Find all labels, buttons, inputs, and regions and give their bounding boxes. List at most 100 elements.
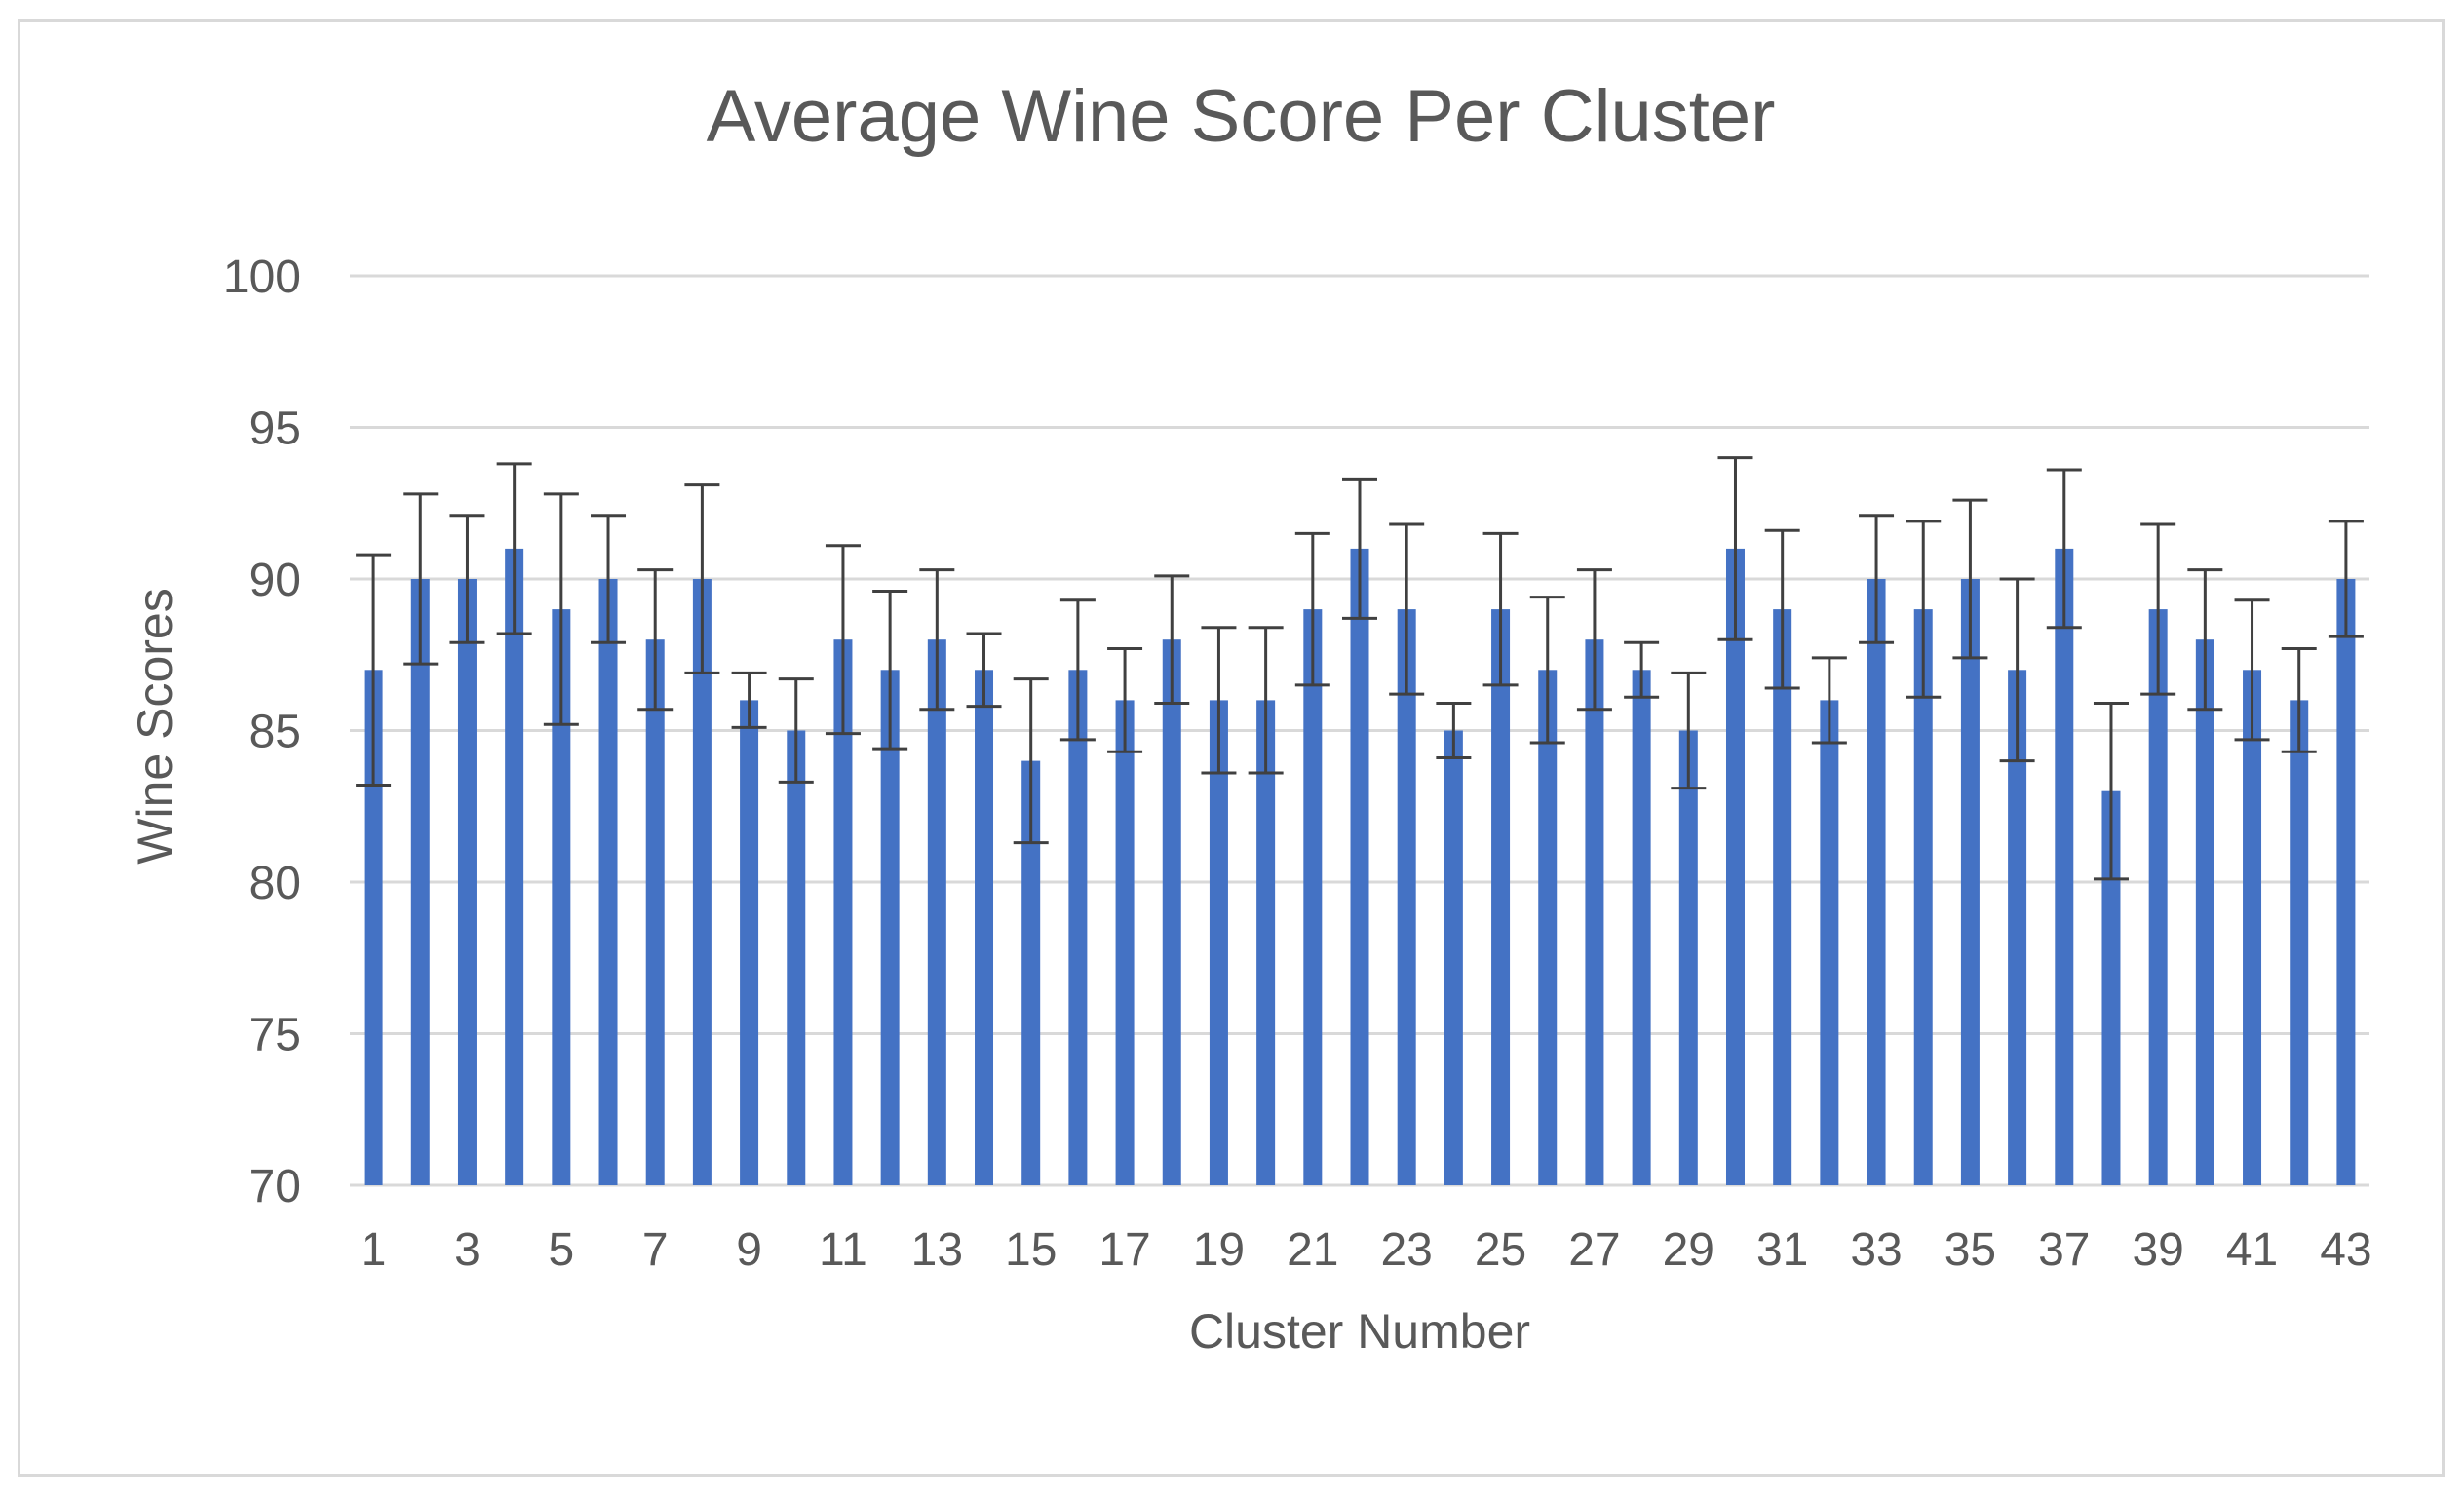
x-tick-label: 19	[1193, 1224, 1245, 1276]
error-bar	[1107, 647, 1143, 753]
bar	[1068, 670, 1088, 1185]
x-tick-label: 41	[2226, 1224, 2278, 1276]
error-bar	[684, 483, 720, 674]
bar	[1209, 700, 1228, 1185]
x-tick-label: 39	[2132, 1224, 2183, 1276]
x-tick-label: 11	[819, 1224, 867, 1276]
bar	[410, 579, 430, 1185]
chart-title: Average Wine Score Per Cluster	[707, 75, 1776, 158]
error-bar	[1624, 640, 1660, 699]
x-tick-label: 27	[1568, 1224, 1620, 1276]
error-bar	[1342, 477, 1377, 620]
bar	[787, 730, 806, 1185]
bar	[1632, 670, 1651, 1185]
error-bar	[496, 462, 532, 635]
bar	[1115, 700, 1135, 1185]
y-axis-title: Wine Scores	[128, 588, 182, 864]
error-bar	[1764, 528, 1800, 690]
error-bar	[1294, 531, 1330, 687]
y-tick-label: 85	[250, 707, 301, 758]
error-bar	[919, 568, 955, 712]
error-bar	[825, 544, 861, 736]
x-tick-label: 33	[1850, 1224, 1902, 1276]
y-tick-label: 95	[250, 404, 301, 455]
bar	[505, 548, 524, 1185]
error-bar	[778, 677, 814, 784]
x-tick-label: 17	[1098, 1224, 1150, 1276]
x-tick-label: 3	[454, 1224, 481, 1276]
bar	[1820, 700, 1839, 1185]
error-bar	[1436, 702, 1472, 759]
bar	[2336, 579, 2356, 1185]
error-bar	[731, 671, 767, 729]
bar	[1725, 548, 1745, 1185]
error-bar	[1859, 514, 1895, 644]
bar	[2008, 670, 2027, 1185]
error-bar	[1717, 456, 1753, 641]
bar	[552, 609, 571, 1185]
x-tick-label: 37	[2038, 1224, 2090, 1276]
bar	[1303, 609, 1323, 1185]
bar	[2148, 609, 2168, 1185]
bar	[1773, 609, 1792, 1185]
error-bar	[966, 632, 1002, 709]
x-tick-label: 7	[642, 1224, 669, 1276]
x-tick-label: 5	[548, 1224, 574, 1276]
x-tick-label: 31	[1756, 1224, 1808, 1276]
error-bar	[591, 514, 627, 644]
bars	[364, 548, 2356, 1185]
y-tick-label: 80	[250, 858, 301, 909]
bar	[880, 670, 900, 1185]
bar	[692, 579, 712, 1185]
bar	[2290, 700, 2309, 1185]
bar	[740, 700, 759, 1185]
x-axis-ticks: 1 3 5 7 9 11 13 15 17 19 21 23 25 27 29 31 33 35 37 39 41 43	[361, 1224, 2372, 1276]
error-bar	[2328, 520, 2364, 638]
error-bar	[1389, 522, 1425, 696]
bar	[2243, 670, 2262, 1185]
error-bar	[637, 568, 674, 712]
bar	[1444, 730, 1463, 1185]
bar	[1162, 639, 1181, 1185]
error-bar	[1811, 656, 1847, 745]
y-tick-label: 70	[250, 1161, 301, 1212]
error-bar	[2093, 702, 2129, 881]
bar	[1350, 548, 1369, 1185]
bar	[2195, 639, 2214, 1185]
bar	[833, 639, 853, 1185]
bar	[2055, 548, 2074, 1185]
y-axis-ticks: 70 75 80 85 90 95 100	[223, 251, 301, 1212]
bar	[645, 639, 665, 1185]
x-tick-label: 9	[736, 1224, 762, 1276]
y-tick-label: 90	[250, 555, 301, 606]
bar-chart: Average Wine Score Per Cluster 707580859…	[128, 75, 2372, 1359]
error-bar	[1576, 568, 1612, 712]
x-tick-label: 23	[1380, 1224, 1432, 1276]
error-bar	[543, 492, 579, 726]
bar	[1678, 730, 1698, 1185]
bar	[1867, 579, 1886, 1185]
error-bar	[2187, 568, 2223, 712]
x-tick-label: 35	[1944, 1224, 1996, 1276]
bar	[1397, 609, 1416, 1185]
error-bar	[1529, 596, 1565, 745]
bar	[1960, 579, 1980, 1185]
bar	[927, 639, 946, 1185]
x-tick-label: 1	[361, 1224, 387, 1276]
error-bars	[356, 456, 2364, 881]
error-bar	[449, 514, 485, 644]
error-bar	[2046, 468, 2082, 630]
y-tick-label: 100	[223, 251, 301, 303]
x-tick-label: 15	[1005, 1224, 1057, 1276]
bar	[1256, 700, 1276, 1185]
bar	[2101, 790, 2121, 1185]
error-bar	[1059, 598, 1096, 742]
error-bar	[1013, 677, 1049, 845]
y-tick-label: 75	[250, 1010, 301, 1061]
x-tick-label: 21	[1287, 1224, 1338, 1276]
bar	[598, 579, 618, 1185]
error-bar	[1201, 626, 1237, 775]
bar	[1585, 639, 1604, 1185]
error-bar	[2234, 598, 2270, 742]
bar	[1491, 609, 1511, 1185]
